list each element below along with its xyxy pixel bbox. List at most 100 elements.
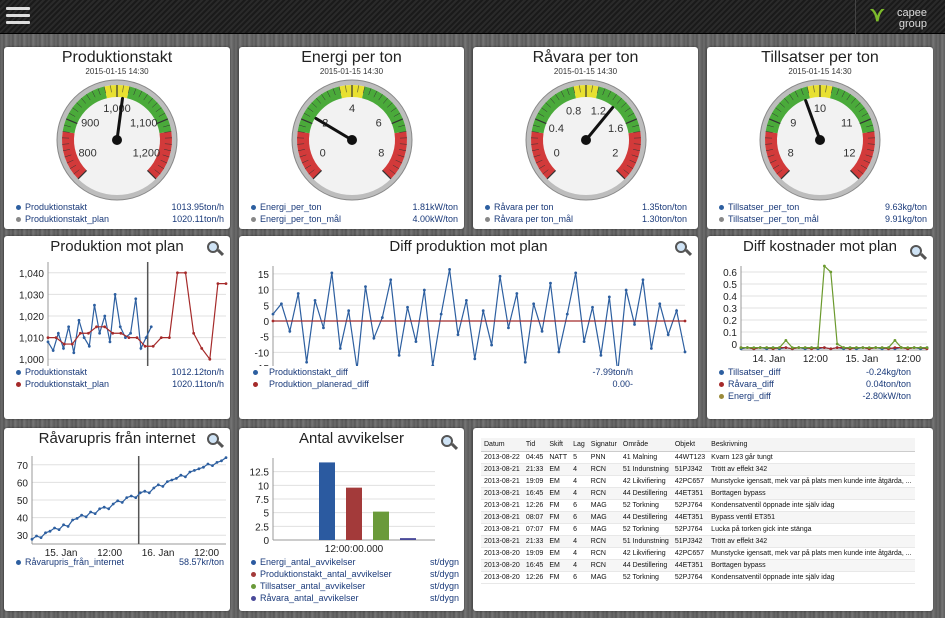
legend-item[interactable]: Råvara per ton_mål 1.30ton/ton: [485, 214, 687, 226]
gauge-tick: [62, 143, 70, 145]
legend-item[interactable]: Produktionstakt 1013.95ton/h: [16, 202, 224, 214]
data-point: [35, 534, 38, 538]
table-row[interactable]: 2013-08-21 21:33 EM 4 RCN 51 Indunstning 51PJ3…: [481, 463, 915, 476]
legend-item[interactable]: Energi_antal_avvikelser st/dygn: [251, 557, 459, 569]
data-point: [641, 278, 645, 282]
legend-item[interactable]: Råvara_antal_avvikelser st/dygn: [251, 593, 459, 605]
legend-item[interactable]: Tillsatser_per_ton_mål 9.91kg/ton: [719, 214, 927, 226]
table-row[interactable]: 2013-08-20 12:26 FM 6 MAG 52 Torkning 52PJ764 K…: [481, 571, 915, 584]
column-header[interactable]: Område: [619, 438, 672, 452]
table-row[interactable]: 2013-08-21 16:45 EM 4 RCN 44 Destillering 44ET…: [481, 487, 915, 500]
y-tick-label: 0: [263, 317, 269, 328]
table-cell: Lucka på torken gick inte stänga: [708, 523, 915, 536]
zoom-icon[interactable]: [674, 240, 693, 258]
table-row[interactable]: 2013-08-20 16:45 EM 4 RCN 44 Destillering 44ET…: [481, 559, 915, 572]
gauge-tick: [64, 154, 72, 158]
data-point: [771, 346, 775, 349]
data-point: [925, 346, 929, 349]
legend-item[interactable]: Produktionstakt 1012.12ton/h: [16, 367, 224, 379]
legend-item[interactable]: Produktionstakt_plan 1020.11ton/h: [16, 214, 224, 226]
column-header[interactable]: Signatur: [587, 438, 620, 452]
zoom-icon[interactable]: [206, 240, 225, 258]
data-point: [456, 333, 460, 337]
data-point: [103, 314, 107, 318]
zoom-icon[interactable]: [909, 244, 928, 262]
legend-item[interactable]: Produktionstakt_diff -7.99ton/h: [253, 367, 633, 379]
legend-item[interactable]: Produktionstakt_plan 1020.11ton/h: [16, 379, 224, 391]
data-point: [867, 346, 871, 349]
gauge-hub: [347, 135, 357, 145]
table-row[interactable]: 2013-08-21 07:07 FM 6 MAG 52 Torkning 52PJ764 L…: [481, 523, 915, 536]
data-point: [125, 496, 129, 499]
line-chart: -15-10-505101518:0014. Jan06:0012:0018:0…: [255, 266, 687, 366]
legend-item[interactable]: Produktion_planerad_diff 0.00-: [253, 379, 633, 391]
data-point: [906, 346, 910, 349]
gauge-tick: [163, 124, 171, 128]
data-point: [211, 464, 214, 467]
gauge-tick: [846, 94, 851, 101]
column-header[interactable]: Datum: [481, 438, 523, 452]
table-cell: 6: [570, 523, 588, 536]
legend-item[interactable]: Energi_diff -2.80kW/ton: [719, 391, 911, 403]
column-header[interactable]: Tid: [522, 438, 547, 452]
legend-item[interactable]: Produktionstakt_antal_avvikelser st/dygn: [251, 569, 459, 581]
logo-text-line2: group: [898, 18, 927, 30]
data-point: [380, 316, 384, 319]
legend-item[interactable]: Energi_per_ton 1.81kW/ton: [251, 202, 458, 214]
gauge-tick-label: 0.8: [566, 105, 581, 117]
legend-item[interactable]: Energi_per_ton_mål 4.00kW/ton: [251, 214, 458, 226]
data-point: [127, 336, 131, 339]
data-point: [565, 312, 569, 316]
table-cell: 44 Destillering: [619, 487, 672, 500]
table-cell: MAG: [587, 511, 620, 524]
column-header[interactable]: Objekt: [671, 438, 709, 452]
zoom-icon[interactable]: [440, 434, 459, 452]
gauge-tick: [533, 154, 541, 158]
table-cell: 16:45: [522, 487, 547, 500]
data-point: [835, 342, 839, 346]
gauge-tick: [775, 107, 782, 112]
legend-item[interactable]: Råvarupris_från_internet 58.57kr/ton: [16, 557, 224, 569]
gauge-tick: [830, 86, 834, 94]
gauge-tick: [81, 98, 87, 104]
data-point: [216, 282, 220, 285]
zoom-icon[interactable]: [206, 432, 225, 450]
data-point: [89, 510, 93, 514]
column-header[interactable]: Skift: [546, 438, 571, 452]
data-point: [746, 346, 749, 349]
data-point: [179, 473, 183, 477]
legend-item[interactable]: Tillsatser_per_ton 9.63kg/ton: [719, 202, 927, 214]
column-header[interactable]: Lag: [570, 438, 588, 452]
data-point: [102, 505, 106, 509]
y-tick-label: 12.5: [250, 468, 270, 479]
y-tick-label: 1,020: [19, 312, 44, 323]
table-cell: Borttagen bypass: [708, 487, 915, 500]
table-row[interactable]: 2013-08-21 21:33 EM 4 RCN 51 Indunstning 51PJ3…: [481, 535, 915, 548]
table-row[interactable]: 2013-08-20 19:09 EM 4 RCN 42 Likvifiering 42PC…: [481, 547, 915, 560]
table-cell: 52PJ764: [671, 523, 709, 536]
gauge-tick-label: 900: [81, 117, 99, 129]
gauge-tick-label: 1,000: [103, 103, 131, 115]
table-row[interactable]: 2013-08-21 19:09 EM 4 RCN 42 Likvifiering 42PC…: [481, 475, 915, 488]
gauge-tick-label: 10: [814, 103, 826, 115]
gauge-tick: [345, 85, 347, 93]
panel-title: Produktion mot plan: [50, 238, 184, 255]
hamburger-icon[interactable]: [6, 7, 30, 25]
table-row[interactable]: 2013-08-22 04:45 NATT 5 PNN 41 Malning 44WT123…: [481, 451, 915, 464]
table-cell: 2013-08-21: [481, 523, 523, 536]
table-cell: 44ET351: [671, 487, 709, 500]
column-header[interactable]: Beskrivning: [708, 438, 915, 452]
legend-item[interactable]: Tillsatser_antal_avvikelser st/dygn: [251, 581, 459, 593]
table-cell: 4: [570, 547, 588, 560]
gauge-tick: [532, 149, 539, 151]
legend-item[interactable]: Råvara per ton 1.35ton/ton: [485, 202, 687, 214]
table-cell: 2013-08-21: [481, 511, 523, 524]
table-row[interactable]: 2013-08-21 12:26 FM 6 MAG 52 Torkning 52PJ764 K…: [481, 499, 915, 512]
table-row[interactable]: 2013-08-21 08:07 FM 6 MAG 44 Destillering 44ET…: [481, 511, 915, 524]
legend-item[interactable]: Tillsatser_diff -0.24kg/ton: [719, 367, 911, 379]
gauge-tick: [766, 149, 773, 151]
legend-item[interactable]: Råvara_diff 0.04ton/ton: [719, 379, 911, 391]
table-cell: 44ET351: [671, 559, 709, 572]
data-point: [202, 465, 205, 469]
data-point: [607, 295, 611, 299]
